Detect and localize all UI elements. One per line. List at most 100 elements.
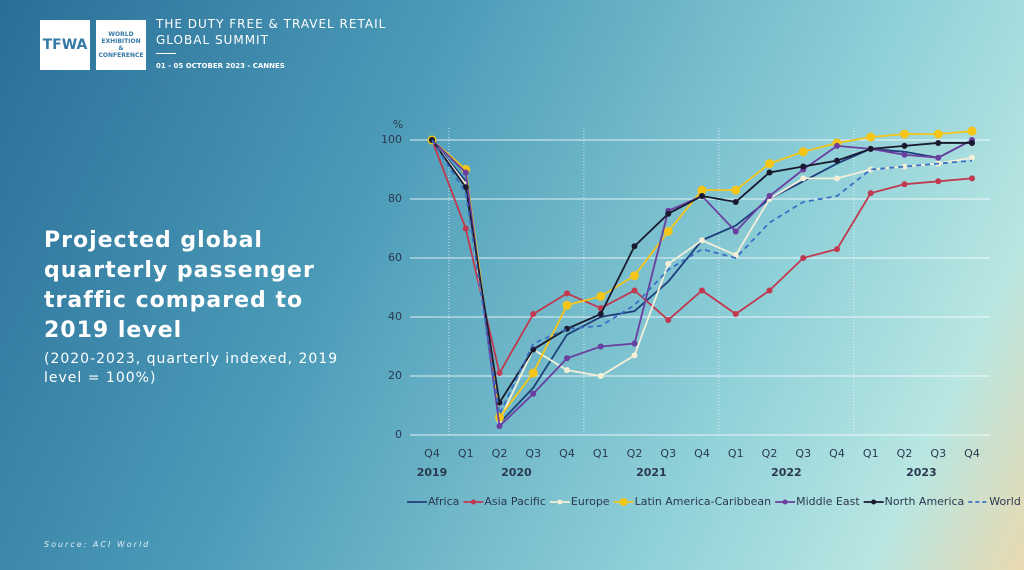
marker — [564, 290, 570, 297]
series-line — [431, 139, 973, 424]
marker — [901, 163, 908, 170]
marker — [631, 287, 638, 294]
y-tick-label: 80 — [388, 192, 402, 205]
marker — [462, 184, 469, 191]
marker — [597, 373, 604, 379]
x-group-label: 2022 — [771, 466, 802, 479]
series-line — [431, 139, 973, 429]
series-line — [431, 139, 973, 376]
x-tick-label: Q4 — [559, 447, 575, 460]
marker — [530, 390, 537, 397]
marker — [834, 157, 840, 164]
x-group-label: 2023 — [906, 466, 937, 479]
marker — [834, 142, 840, 149]
marker — [766, 287, 773, 294]
x-tick-label: Q1 — [728, 447, 744, 460]
legend-label: Africa — [428, 495, 459, 508]
chart-subtitle: (2020-2023, quarterly indexed, 2019 leve… — [44, 351, 339, 386]
logo: TFWA — [40, 20, 90, 70]
marker — [631, 340, 638, 347]
marker — [663, 226, 673, 236]
x-tick-label: Q1 — [458, 447, 474, 460]
y-tick-label: 0 — [395, 428, 402, 441]
marker — [699, 193, 705, 200]
marker — [732, 252, 739, 259]
marker — [630, 271, 639, 281]
marker — [969, 154, 975, 161]
marker — [732, 311, 739, 318]
marker — [800, 163, 807, 170]
marker — [596, 291, 606, 301]
series-line — [431, 139, 973, 418]
marker — [564, 355, 570, 362]
x-tick-label: Q4 — [964, 447, 980, 460]
x-group-label: 2019 — [417, 466, 448, 479]
marker — [935, 139, 942, 146]
x-tick-label: Q2 — [492, 447, 508, 460]
marker — [564, 367, 570, 374]
marker — [597, 343, 604, 350]
marker — [798, 147, 808, 157]
y-tick-label: 40 — [388, 310, 402, 323]
marker — [834, 246, 840, 253]
x-group-label: 2021 — [636, 466, 667, 479]
marker — [665, 210, 672, 217]
marker — [800, 255, 807, 261]
legend-label: Asia Pacific — [484, 495, 546, 508]
marker — [665, 260, 672, 267]
marker — [867, 145, 874, 152]
x-tick-label: Q2 — [762, 447, 778, 460]
x-tick-label: Q1 — [863, 447, 879, 460]
marker — [528, 368, 538, 378]
marker — [766, 169, 773, 176]
legend-marker — [470, 499, 476, 505]
legend-marker — [782, 499, 788, 505]
legend-marker — [557, 499, 563, 505]
source: Source: ACI World — [44, 540, 151, 549]
x-tick-label: Q3 — [930, 447, 946, 460]
marker — [867, 166, 874, 173]
dates: 01 - 05 OCTOBER 2023 - CANNES — [156, 62, 285, 70]
marker — [834, 175, 840, 182]
marker — [901, 181, 908, 188]
series-line — [431, 130, 973, 420]
marker — [496, 370, 503, 377]
x-tick-label: Q3 — [660, 447, 676, 460]
marker — [462, 169, 469, 176]
x-tick-label: Q3 — [525, 447, 541, 460]
x-tick-label: Q4 — [424, 447, 440, 460]
legend-label: Middle East — [796, 495, 860, 508]
series-line — [431, 139, 972, 406]
marker — [933, 129, 943, 139]
marker — [732, 228, 739, 235]
marker — [631, 243, 638, 250]
marker — [462, 225, 469, 232]
x-tick-label: Q2 — [897, 447, 913, 460]
x-tick-label: Q3 — [795, 447, 811, 460]
y-tick-label: 100 — [381, 133, 402, 146]
x-tick-label: Q1 — [593, 447, 609, 460]
divider — [156, 53, 176, 54]
marker — [969, 175, 975, 182]
marker — [562, 300, 572, 310]
marker — [969, 139, 975, 146]
marker — [765, 159, 774, 169]
summit-title: THE DUTY FREE & TRAVEL RETAIL — [156, 17, 387, 31]
legend-label: North America — [885, 495, 965, 508]
x-group-label: 2020 — [501, 466, 532, 479]
x-tick-label: Q4 — [694, 447, 710, 460]
marker — [496, 423, 503, 430]
marker — [699, 287, 705, 294]
marker — [665, 316, 672, 323]
chart-title: Projected global quarterly passenger tra… — [44, 228, 315, 343]
y-tick-label: 20 — [388, 369, 402, 382]
marker — [766, 193, 773, 200]
legend-marker — [619, 498, 628, 506]
marker — [699, 237, 705, 244]
marker — [935, 178, 942, 185]
legend-marker — [871, 499, 877, 505]
marker — [697, 185, 707, 195]
marker — [530, 311, 537, 318]
marker — [732, 198, 739, 205]
